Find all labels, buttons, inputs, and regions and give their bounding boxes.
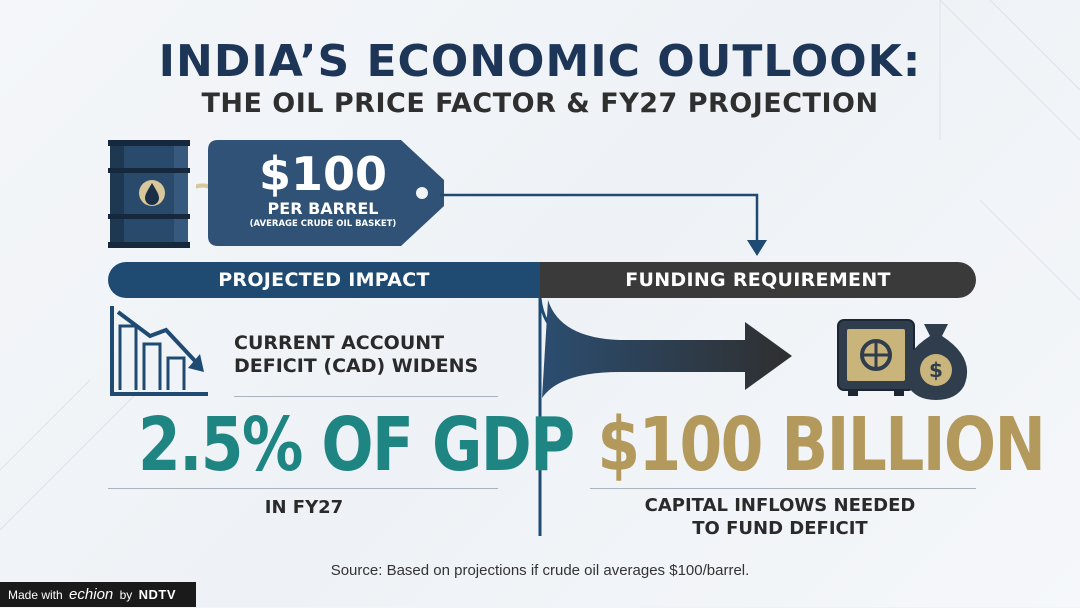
declining-chart-icon (110, 306, 208, 396)
price-note: (AVERAGE CRUDE OIL BASKET) (249, 219, 397, 229)
cad-description: CURRENT ACCOUNT DEFICIT (CAD) WIDENS (234, 332, 504, 378)
cad-line-2: DEFICIT (CAD) WIDENS (234, 355, 479, 377)
funding-line-2: TO FUND DEFICIT (692, 518, 868, 539)
cad-period: IN FY27 (264, 497, 344, 518)
made-with-badge[interactable]: Made with echion by NDTV (0, 582, 196, 607)
echion-logo: echion (69, 586, 114, 603)
banner-funding-requirement: FUNDING REQUIREMENT (540, 262, 976, 298)
svg-text:$: $ (929, 358, 943, 382)
page-subtitle: THE OIL PRICE FACTOR & FY27 PROJECTION (201, 88, 879, 119)
price-value: $100 (258, 147, 388, 201)
divider (108, 488, 498, 489)
funding-line-1: CAPITAL INFLOWS NEEDED (644, 495, 916, 516)
made-with-label: Made with (8, 588, 63, 602)
banner-projected-impact: PROJECTED IMPACT (108, 262, 540, 298)
money-bag-icon: $ (904, 324, 968, 400)
arrow-icon (542, 300, 792, 398)
cad-figure: 2.5% OF GDP (138, 402, 575, 488)
price-unit: PER BARREL (267, 199, 379, 218)
by-label: by (119, 588, 133, 602)
banner-right-label: FUNDING REQUIREMENT (625, 269, 891, 291)
safe-icon: $ (837, 319, 968, 400)
ndtv-logo: NDTV (138, 587, 177, 602)
page-title: INDIA’S ECONOMIC OUTLOOK: (158, 36, 922, 87)
price-tag-icon (196, 140, 444, 246)
funding-description: CAPITAL INFLOWS NEEDED TO FUND DEFICIT (590, 494, 970, 540)
price-tag-text: $100 PER BARREL (AVERAGE CRUDE OIL BASKE… (228, 148, 418, 230)
down-arrow-icon (747, 240, 767, 256)
funding-figure: $100 BILLION (597, 402, 1045, 488)
banner-left-label: PROJECTED IMPACT (218, 269, 430, 291)
oil-barrel-icon (108, 140, 190, 248)
source-note: Source: Based on projections if crude oi… (330, 562, 750, 579)
cad-line-1: CURRENT ACCOUNT (234, 332, 445, 354)
divider (234, 396, 498, 397)
divider (590, 488, 976, 489)
